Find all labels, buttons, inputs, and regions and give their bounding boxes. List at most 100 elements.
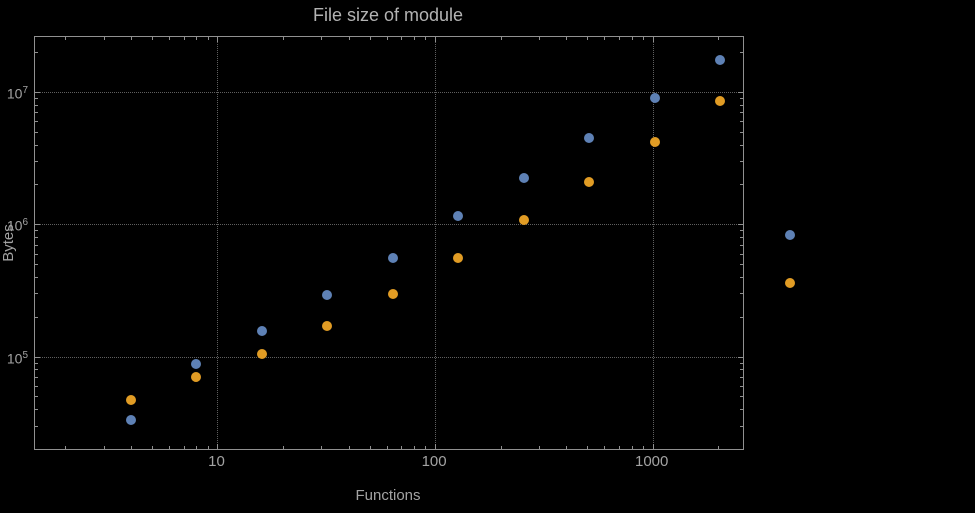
- data-point-series-1: [191, 358, 202, 369]
- x-tick-mark: [130, 37, 132, 40]
- x-tick-mark: [538, 37, 540, 40]
- y-tick-mark: [35, 316, 38, 318]
- y-tick-mark: [35, 237, 38, 239]
- x-tick-mark: [631, 37, 633, 40]
- x-tick-mark: [652, 37, 654, 42]
- x-gridline: [652, 37, 654, 449]
- y-tick-mark: [35, 104, 38, 106]
- x-tick-mark: [652, 444, 654, 449]
- y-tick-mark: [35, 52, 38, 54]
- y-gridline: [35, 356, 743, 358]
- y-tick-mark: [740, 425, 743, 427]
- x-tick-mark: [414, 37, 415, 40]
- data-point-series-2: [322, 321, 333, 332]
- y-tick-mark: [35, 356, 40, 358]
- x-tick-mark: [183, 37, 185, 40]
- x-tick-mark: [618, 37, 620, 40]
- y-tick-mark: [35, 369, 38, 371]
- data-point-series-1: [715, 54, 726, 65]
- x-tick-mark: [631, 446, 633, 449]
- data-point-series-1: [256, 326, 267, 337]
- x-tick-mark: [587, 37, 589, 40]
- x-tick-mark: [386, 37, 388, 40]
- data-point-series-1: [649, 92, 660, 103]
- data-point-series-1: [453, 211, 464, 222]
- y-tick-mark: [740, 244, 743, 246]
- x-tick-label: 10: [208, 453, 225, 470]
- y-tick-mark: [738, 356, 743, 358]
- y-tick-mark: [35, 161, 38, 163]
- y-tick-mark: [35, 425, 38, 427]
- data-point-series-2: [649, 136, 660, 147]
- y-tick-mark: [35, 97, 38, 99]
- x-tick-label: 1000: [635, 453, 669, 470]
- y-tick-mark: [35, 276, 38, 278]
- x-tick-mark: [718, 446, 720, 449]
- x-tick-mark: [282, 446, 284, 449]
- y-tick-mark: [35, 131, 38, 133]
- x-tick-mark: [401, 37, 403, 40]
- y-tick-mark: [738, 91, 743, 93]
- y-tick-mark: [35, 409, 38, 411]
- x-tick-mark: [369, 446, 371, 449]
- y-tick-mark: [35, 362, 38, 364]
- y-tick-mark: [35, 385, 38, 387]
- x-tick-mark: [618, 446, 620, 449]
- x-tick-mark: [151, 37, 153, 40]
- x-tick-mark: [196, 37, 198, 40]
- y-tick-mark: [740, 409, 743, 411]
- y-tick-mark: [740, 369, 743, 371]
- y-tick-mark: [35, 112, 38, 114]
- x-tick-mark: [425, 446, 427, 449]
- y-tick-mark: [740, 449, 743, 450]
- data-point-series-1: [387, 252, 398, 263]
- y-tick-mark: [740, 253, 743, 255]
- x-tick-mark: [282, 37, 284, 40]
- data-point-series-2: [256, 348, 267, 359]
- x-tick-mark: [207, 37, 209, 40]
- x-tick-mark: [435, 37, 437, 42]
- y-tick-label: 106: [6, 217, 28, 234]
- x-tick-mark: [604, 446, 606, 449]
- data-point-series-1: [322, 290, 333, 301]
- x-tick-mark: [401, 446, 403, 449]
- chart-title: File size of module: [312, 5, 464, 25]
- y-tick-mark: [35, 264, 38, 266]
- data-point-series-2: [191, 372, 202, 382]
- y-gridline: [35, 91, 743, 93]
- x-gridline: [435, 37, 437, 449]
- y-tick-mark: [740, 264, 743, 266]
- y-tick-mark: [738, 224, 743, 226]
- x-tick-mark: [103, 37, 105, 40]
- x-tick-mark: [207, 446, 209, 449]
- y-tick-mark: [35, 184, 38, 186]
- y-tick-mark: [740, 385, 743, 387]
- y-tick-mark: [35, 293, 38, 295]
- x-gridline: [217, 37, 219, 449]
- x-tick-mark: [500, 446, 502, 449]
- y-tick-mark: [740, 237, 743, 239]
- data-point-series-2: [715, 96, 726, 107]
- x-tick-mark: [538, 446, 540, 449]
- y-tick-mark: [35, 244, 38, 246]
- data-point-series-1: [518, 172, 529, 183]
- x-tick-mark: [103, 446, 105, 449]
- y-tick-mark: [35, 91, 40, 93]
- data-point-series-2: [518, 214, 529, 225]
- legend-marker: [785, 278, 795, 288]
- y-tick-mark: [740, 161, 743, 163]
- x-tick-mark: [369, 37, 371, 40]
- data-point-series-2: [453, 252, 464, 263]
- x-tick-mark: [386, 446, 388, 449]
- y-tick-label: 105: [6, 349, 28, 367]
- x-tick-mark: [425, 37, 427, 40]
- x-tick-mark: [566, 37, 568, 40]
- y-tick-mark: [35, 121, 38, 123]
- x-tick-mark: [65, 446, 67, 449]
- y-tick-mark: [740, 293, 743, 295]
- x-tick-mark: [65, 37, 67, 40]
- y-tick-mark: [740, 97, 743, 99]
- x-tick-mark: [435, 444, 437, 449]
- y-tick-mark: [35, 230, 38, 232]
